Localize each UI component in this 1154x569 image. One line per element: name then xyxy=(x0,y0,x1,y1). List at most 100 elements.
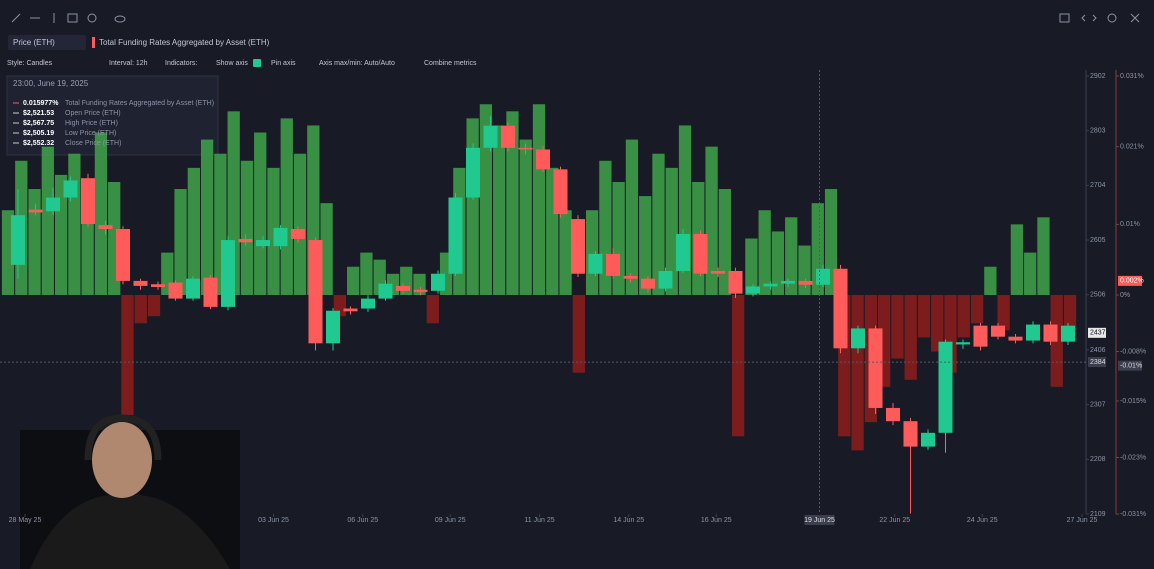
funding-bar xyxy=(1063,295,1077,331)
y-tick-label: 2902 xyxy=(1090,73,1106,80)
y-tick-label: 2506 xyxy=(1090,292,1106,299)
toolbar-option: Show axis xyxy=(216,60,248,67)
funding-bar xyxy=(559,210,572,295)
candle-body xyxy=(238,238,253,243)
tab-label[interactable]: Price (ETH) xyxy=(13,38,55,47)
tab-label[interactable]: Total Funding Rates Aggregated by Asset … xyxy=(99,38,270,47)
y-tick-label: 2406 xyxy=(1090,347,1106,354)
tooltip-value: $2,505.19 xyxy=(23,130,54,137)
candle-body xyxy=(623,275,638,279)
candle-body xyxy=(326,310,340,344)
y-tick-label: 2803 xyxy=(1090,128,1106,135)
funding-bar xyxy=(479,104,493,296)
funding-bar xyxy=(1037,217,1050,295)
x-tick-label: 22 Jun 25 xyxy=(879,517,910,524)
tooltip-value: $2,521.53 xyxy=(23,110,54,117)
funding-bar xyxy=(519,139,532,295)
candle-body xyxy=(536,149,550,170)
y-tick-label: 2208 xyxy=(1090,456,1106,463)
funding-bar xyxy=(665,167,678,295)
candle-body xyxy=(676,233,690,271)
y-tick-label: 2704 xyxy=(1090,182,1106,189)
tooltip-label: Close Price (ETH) xyxy=(65,140,121,147)
x-tick-label: 24 Jun 25 xyxy=(967,517,998,524)
candle-body xyxy=(886,407,900,422)
y-tick-label: 2307 xyxy=(1090,401,1106,408)
x-tick-label: 27 Jun 25 xyxy=(1067,517,1098,524)
y2-tick-label: 0% xyxy=(1120,292,1130,299)
x-tick-label: 16 Jun 25 xyxy=(701,517,732,524)
funding-bar xyxy=(957,295,970,338)
x-tick-label: 06 Jun 25 xyxy=(347,517,378,524)
funding-bar xyxy=(798,245,811,295)
funding-bar xyxy=(652,153,665,295)
y2-tick-label: 0.021% xyxy=(1120,143,1144,150)
toolbar-icons[interactable] xyxy=(11,13,1140,23)
funding-bar xyxy=(240,160,254,295)
toolbar-option: Style: Candles xyxy=(7,60,53,67)
toolbar-option: Indicators: xyxy=(165,60,197,67)
x-tick-label: 09 Jun 25 xyxy=(435,517,466,524)
y2-tick-label: 0.01% xyxy=(1120,221,1140,228)
tab[interactable] xyxy=(92,35,282,50)
funding-bar xyxy=(758,210,771,295)
x-tick-label: 11 Jun 25 xyxy=(524,517,554,524)
funding-bar xyxy=(612,181,625,295)
tab[interactable] xyxy=(8,35,86,50)
funding-bar xyxy=(984,266,997,295)
funding-bar xyxy=(360,252,373,295)
price-cursor: 2384 xyxy=(1090,359,1106,366)
candle-body xyxy=(168,282,183,299)
tooltip-date: 23:00, June 19, 2025 xyxy=(13,79,89,88)
funding-bar xyxy=(426,295,439,324)
funding-bar xyxy=(851,295,864,451)
candle-body xyxy=(203,277,218,307)
candle-body xyxy=(413,289,428,292)
candle-body xyxy=(466,147,480,198)
candle-body xyxy=(816,268,830,285)
funding-bar xyxy=(254,132,267,295)
candle-body xyxy=(956,342,970,345)
candle-body xyxy=(588,253,603,274)
x-cursor-label: 19 Jun 25 xyxy=(804,517,835,524)
candle-body xyxy=(833,268,848,349)
funding-bar xyxy=(1024,252,1037,295)
candle-body xyxy=(11,215,25,265)
funding-bar xyxy=(572,295,585,373)
funding-bar xyxy=(824,189,838,295)
funding-bar xyxy=(347,266,360,295)
funding-bar xyxy=(997,295,1010,331)
candle-body xyxy=(431,273,445,291)
candle-body xyxy=(81,178,95,225)
candle-body xyxy=(28,209,43,213)
candle-body xyxy=(116,228,130,281)
funding-bar xyxy=(771,231,785,295)
y-tick-label: 2605 xyxy=(1090,237,1106,244)
funding-bar xyxy=(705,146,718,295)
candle-body xyxy=(396,285,410,291)
candle-body xyxy=(641,278,655,289)
candle-body xyxy=(903,421,918,447)
candle-body xyxy=(921,432,935,447)
checkbox xyxy=(253,59,261,67)
x-tick-label: 28 May 25 xyxy=(9,517,42,524)
funding-bar xyxy=(68,153,81,295)
funding-bar xyxy=(585,210,599,295)
funding-cursor: -0.01% xyxy=(1120,362,1142,369)
tooltip-label: High Price (ETH) xyxy=(65,120,118,127)
toolbar-option: Interval: 12h xyxy=(109,60,148,67)
funding-bar xyxy=(1010,224,1024,295)
y2-tick-label: -0.023% xyxy=(1120,454,1146,461)
funding-bar xyxy=(731,295,745,437)
candle-body xyxy=(693,233,708,274)
y2-tick-label: -0.008% xyxy=(1120,348,1146,355)
funding-bar xyxy=(639,196,652,295)
funding-bar xyxy=(625,139,639,295)
candle-body xyxy=(186,278,200,299)
funding-last: 0.002% xyxy=(1120,278,1144,285)
candle-body xyxy=(553,169,568,215)
y2-tick-label: -0.015% xyxy=(1120,398,1146,405)
tooltip-value: $2,552.32 xyxy=(23,140,54,147)
